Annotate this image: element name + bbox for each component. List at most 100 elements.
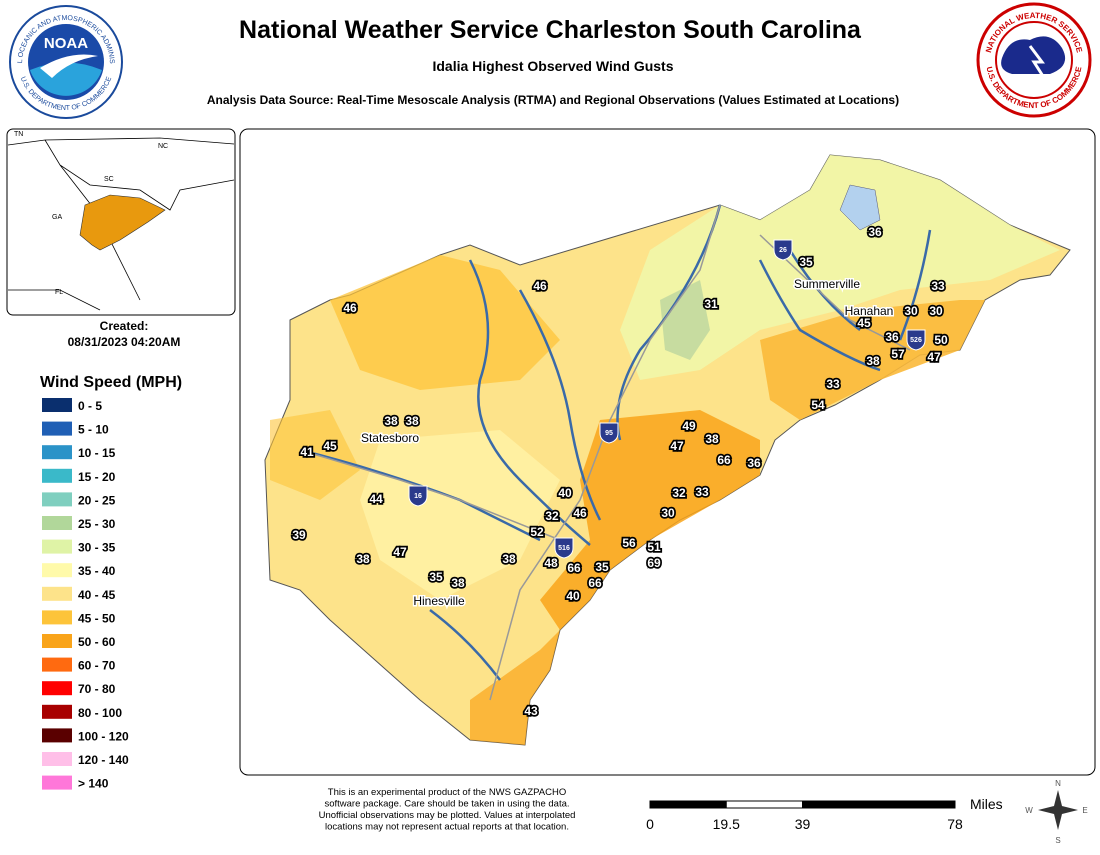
legend-label: 100 - 120 bbox=[78, 729, 129, 743]
compass-letter: S bbox=[1055, 836, 1060, 845]
highway-label: 16 bbox=[414, 493, 422, 500]
city-label: Summerville bbox=[794, 277, 860, 291]
inset-label: NC bbox=[158, 143, 168, 150]
disclaimer-line: locations may not represent actual repor… bbox=[325, 822, 569, 833]
station-value: 51 bbox=[647, 540, 661, 554]
legend-label: 5 - 10 bbox=[78, 423, 109, 437]
legend-label: 0 - 5 bbox=[78, 399, 102, 413]
station-value: 38 bbox=[451, 576, 465, 590]
scale-label: 0 bbox=[646, 816, 654, 832]
station-value: 44 bbox=[369, 492, 383, 506]
station-value: 38 bbox=[502, 552, 516, 566]
scale-label: 19.5 bbox=[713, 816, 740, 832]
source: Analysis Data Source: Real-Time Mesoscal… bbox=[207, 93, 899, 107]
legend-swatch bbox=[42, 728, 72, 743]
highway-shield bbox=[773, 239, 793, 261]
scale-segment bbox=[649, 800, 727, 809]
station-value: 46 bbox=[343, 301, 357, 315]
station-value: 33 bbox=[695, 485, 709, 499]
station-value: 35 bbox=[429, 570, 443, 584]
legend-swatch bbox=[42, 704, 72, 719]
disclaimer-line: Unofficial observations may be plotted. … bbox=[319, 810, 576, 821]
legend-swatch bbox=[42, 634, 72, 648]
station-value: 45 bbox=[323, 439, 337, 453]
station-value: 66 bbox=[588, 576, 602, 590]
scale-unit: Miles bbox=[970, 796, 1003, 812]
map bbox=[264, 154, 1071, 746]
legend-label: 45 - 50 bbox=[78, 611, 116, 625]
station-value: 36 bbox=[885, 330, 899, 344]
legend-swatch bbox=[42, 752, 72, 766]
station-value: 47 bbox=[927, 350, 941, 364]
station-value: 35 bbox=[595, 560, 609, 574]
legend-swatch bbox=[42, 421, 72, 436]
highway-label: 516 bbox=[558, 545, 570, 552]
legend-label: 120 - 140 bbox=[78, 753, 129, 767]
legend-swatch bbox=[42, 492, 72, 507]
legend-swatch bbox=[42, 586, 72, 601]
station-value: 35 bbox=[799, 255, 813, 269]
station-value: 38 bbox=[405, 414, 419, 428]
station-value: 45 bbox=[857, 316, 871, 330]
station-value: 33 bbox=[931, 279, 945, 293]
highway-label: 95 bbox=[605, 430, 613, 437]
legend-label: 70 - 80 bbox=[78, 682, 116, 696]
legend-label: 50 - 60 bbox=[78, 635, 116, 649]
station-value: 38 bbox=[705, 432, 719, 446]
created-date: 08/31/2023 04:20AM bbox=[68, 335, 181, 349]
scale-label: 39 bbox=[795, 816, 811, 832]
legend-swatch bbox=[42, 610, 72, 625]
scale-label: 78 bbox=[947, 816, 963, 832]
station-value: 38 bbox=[866, 354, 880, 368]
disclaimer-line: software package. Care should be taken i… bbox=[324, 799, 569, 810]
disclaimer-line: This is an experimental product of the N… bbox=[328, 787, 566, 798]
legend-swatch bbox=[42, 539, 72, 554]
legend-label: > 140 bbox=[78, 777, 109, 791]
station-value: 39 bbox=[292, 528, 306, 542]
station-value: 38 bbox=[384, 414, 398, 428]
inset-label: GA bbox=[52, 214, 62, 221]
noaa-text: NOAA bbox=[44, 35, 88, 52]
inset-map bbox=[6, 128, 236, 316]
station-value: 56 bbox=[622, 536, 636, 550]
legend-label: 15 - 20 bbox=[78, 470, 116, 484]
created-label: Created: bbox=[100, 319, 149, 333]
legend-label: 80 - 100 bbox=[78, 706, 122, 720]
station-value: 33 bbox=[826, 377, 840, 391]
station-value: 30 bbox=[661, 506, 675, 520]
scale-segment bbox=[802, 800, 956, 809]
station-value: 32 bbox=[672, 486, 686, 500]
highway-shield bbox=[554, 537, 574, 559]
city-label: Hanahan bbox=[845, 304, 894, 318]
legend-swatch bbox=[42, 398, 72, 412]
subtitle: Idalia Highest Observed Wind Gusts bbox=[432, 58, 673, 74]
legend-swatch bbox=[42, 445, 72, 460]
station-value: 36 bbox=[747, 456, 761, 470]
compass bbox=[1038, 790, 1078, 830]
station-value: 30 bbox=[929, 304, 943, 318]
nws-logo: NATIONAL WEATHER SERVICE U.S. DEPARTMENT… bbox=[976, 2, 1092, 118]
legend-label: 10 - 15 bbox=[78, 446, 116, 460]
legend-swatch bbox=[42, 681, 72, 696]
station-value: 48 bbox=[544, 556, 558, 570]
legend-swatch bbox=[42, 775, 72, 790]
highway-shield bbox=[906, 329, 926, 351]
city-label: Statesboro bbox=[361, 431, 419, 445]
inset-label: TN bbox=[14, 131, 23, 138]
title: National Weather Service Charleston Sout… bbox=[239, 16, 862, 44]
station-value: 40 bbox=[558, 486, 572, 500]
station-value: 38 bbox=[356, 552, 370, 566]
inset-label: FL bbox=[55, 289, 63, 296]
legend-swatch bbox=[42, 468, 72, 483]
station-value: 40 bbox=[566, 589, 580, 603]
station-value: 57 bbox=[891, 347, 905, 361]
station-value: 31 bbox=[704, 297, 718, 311]
station-value: 30 bbox=[904, 304, 918, 318]
station-value: 52 bbox=[530, 525, 544, 539]
highway-label: 526 bbox=[910, 337, 922, 344]
legend-swatch bbox=[42, 516, 72, 530]
station-value: 49 bbox=[682, 419, 696, 433]
station-value: 66 bbox=[567, 561, 581, 575]
compass-letter: N bbox=[1055, 779, 1061, 788]
station-value: 69 bbox=[647, 556, 661, 570]
